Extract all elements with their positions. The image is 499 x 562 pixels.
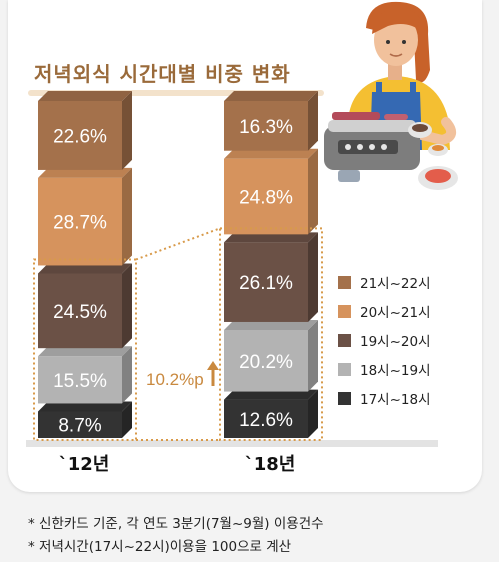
bar-segment-side xyxy=(308,232,318,322)
footnote-2: * 저녁시간(17시~22시)이용을 100으로 계산 xyxy=(28,539,292,555)
bar-segment-side xyxy=(122,346,132,404)
bar-segment-top xyxy=(38,91,132,101)
bar-value-label: 15.5% xyxy=(53,371,107,392)
bar-segment-top xyxy=(224,232,318,243)
bar-segment xyxy=(224,158,308,235)
category-label: `18년 xyxy=(245,454,296,475)
chart-baseline xyxy=(26,440,438,447)
bar-segment-top xyxy=(224,389,318,400)
hair-front xyxy=(372,8,423,34)
bar-value-label: 16.3% xyxy=(239,117,293,138)
bar-value-label: 26.1% xyxy=(239,273,293,294)
legend-label: 18시~19시 xyxy=(360,363,431,379)
bar-segment xyxy=(224,101,308,151)
bar-segment xyxy=(38,273,122,349)
bar-segment xyxy=(38,177,122,266)
bar-value-label: 28.7% xyxy=(53,213,107,234)
bar-segment xyxy=(38,411,122,438)
legend-swatch xyxy=(338,363,351,376)
bar-value-label: 20.2% xyxy=(239,352,293,373)
bar-segment-top xyxy=(38,346,132,357)
legend-label: 20시~21시 xyxy=(360,305,431,321)
footnote-1: * 신한카드 기준, 각 연도 3분기(7월~9월) 이용건수 xyxy=(28,516,324,532)
bar-value-label: 12.6% xyxy=(239,410,293,431)
infographic-card: 저녁외식 시간대별 비중 변화 8.7% 15.5% 24.5% 28.7% 22.6%… xyxy=(8,0,482,492)
bar-segment-top xyxy=(224,148,318,159)
bar-segment xyxy=(224,329,308,392)
annotation-label: 10.2%p xyxy=(146,370,204,389)
up-arrow-icon xyxy=(207,361,219,370)
legend-swatch xyxy=(338,392,351,405)
bar-segment-side xyxy=(308,319,318,392)
stacked-bar-chart: 8.7% 15.5% 24.5% 28.7% 22.6% `12년 12.6% 20.2% 26… xyxy=(26,91,438,475)
bar-segment-side xyxy=(122,401,132,438)
category-label: `12년 xyxy=(59,454,110,475)
bar-value-label: 8.7% xyxy=(58,416,101,437)
bar-segment-side xyxy=(122,91,132,170)
legend-label: 17시~18시 xyxy=(360,392,431,408)
bar-segment-top xyxy=(38,263,132,274)
legend-label: 21시~22시 xyxy=(360,276,431,292)
bar-segment-side xyxy=(308,148,318,235)
bar-value-label: 22.6% xyxy=(53,126,107,147)
chart-title: 저녁외식 시간대별 비중 변화 xyxy=(34,62,291,86)
legend-swatch xyxy=(338,305,351,318)
legend-label: 19시~20시 xyxy=(360,334,431,350)
woman-cooking-illustration xyxy=(324,1,458,190)
bar-segment-side xyxy=(122,167,132,266)
legend-swatch xyxy=(338,276,351,289)
bar-segment-top xyxy=(38,401,132,412)
legend-swatch xyxy=(338,334,351,347)
bar-segment-side xyxy=(308,389,318,438)
bar-segment xyxy=(38,101,122,170)
highlight-dotted-box xyxy=(33,258,137,441)
bar-segment-top xyxy=(224,319,318,330)
highlight-connector xyxy=(135,227,221,261)
bar-segment xyxy=(38,356,122,404)
bar-segment-top xyxy=(224,91,318,101)
bar-segment-side xyxy=(122,263,132,349)
bar-segment xyxy=(224,399,308,438)
title-underline xyxy=(28,90,324,96)
bar-value-label: 24.8% xyxy=(239,188,293,209)
bar-value-label: 24.5% xyxy=(53,302,107,323)
bar-segment-top xyxy=(38,167,132,178)
bar-segment xyxy=(224,242,308,322)
highlight-dotted-box xyxy=(219,227,323,441)
bar-segment-side xyxy=(308,91,318,151)
